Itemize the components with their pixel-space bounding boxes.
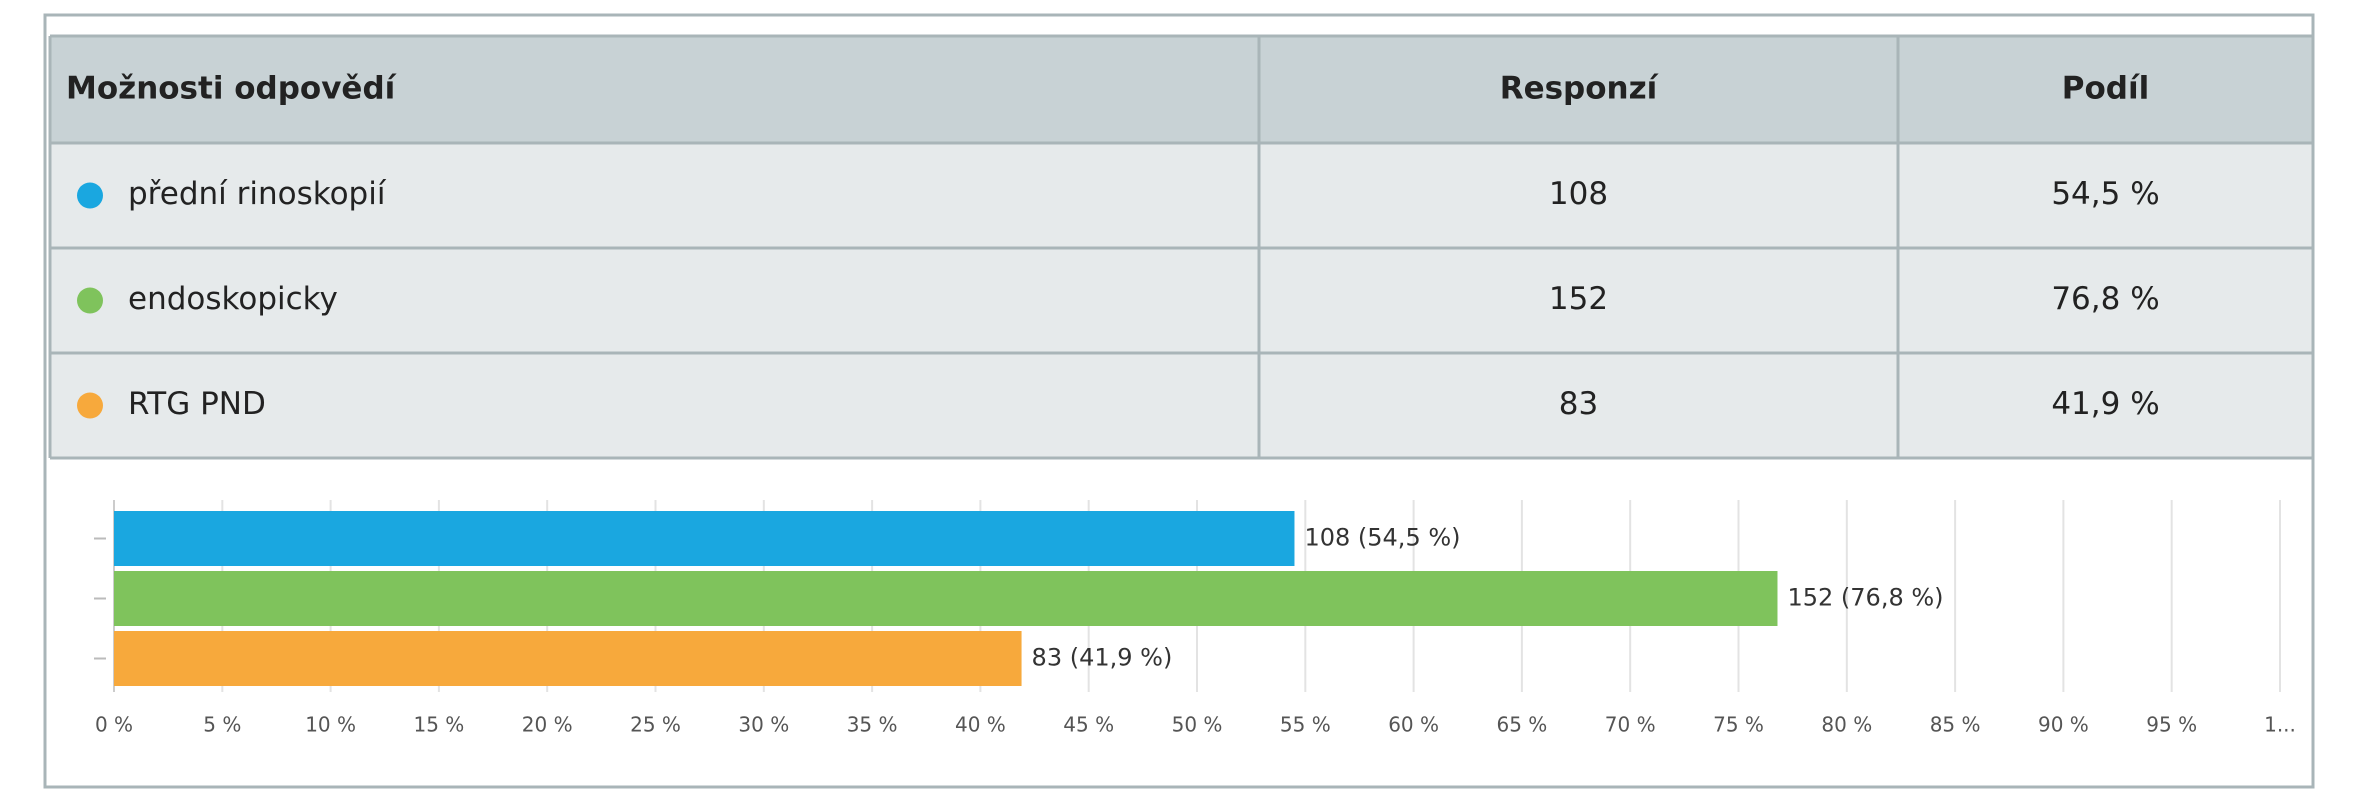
x-tick-label: 0 %	[95, 713, 133, 737]
column-header: Podíl	[2062, 71, 2149, 107]
cell: 83	[1559, 386, 1598, 422]
cell: přední rinoskopií	[128, 176, 387, 212]
cell: 41,9 %	[2051, 386, 2159, 422]
row	[50, 248, 2313, 353]
bar	[114, 571, 1778, 626]
x-tick-label: 50 %	[1172, 713, 1223, 737]
value-label: 108 (54,5 %)	[1304, 524, 1460, 552]
x-tick-label: 1...	[2264, 713, 2296, 737]
cell: RTG PND	[128, 386, 266, 422]
x-tick-label: 60 %	[1388, 713, 1439, 737]
header-row	[50, 36, 2313, 143]
value-label: 83 (41,9 %)	[1032, 644, 1173, 672]
x-tick-label: 55 %	[1280, 713, 1331, 737]
column-header: Možnosti odpovědí	[66, 71, 397, 107]
x-tick-label: 90 %	[2038, 713, 2089, 737]
cell: 108	[1549, 176, 1608, 212]
x-tick-label: 15 %	[413, 713, 464, 737]
column-header: Responzí	[1500, 71, 1659, 107]
x-tick-label: 30 %	[738, 713, 789, 737]
x-tick-label: 40 %	[955, 713, 1006, 737]
bar	[114, 631, 1022, 686]
cell: endoskopicky	[128, 281, 338, 317]
x-tick-label: 5 %	[203, 713, 241, 737]
x-tick-label: 35 %	[847, 713, 898, 737]
cell: 76,8 %	[2051, 281, 2159, 317]
x-tick-label: 65 %	[1496, 713, 1547, 737]
x-tick-label: 75 %	[1713, 713, 1764, 737]
cell: 54,5 %	[2051, 176, 2159, 212]
x-tick-label: 95 %	[2146, 713, 2197, 737]
x-tick-label: 45 %	[1063, 713, 1114, 737]
row	[50, 353, 2313, 458]
x-tick-label: 20 %	[522, 713, 573, 737]
x-tick-label: 25 %	[630, 713, 681, 737]
row	[50, 143, 2313, 248]
legend-dot	[77, 182, 103, 209]
legend-dot	[77, 287, 103, 314]
legend-dot	[77, 392, 103, 419]
x-tick-label: 80 %	[1821, 713, 1872, 737]
x-tick-label: 10 %	[305, 713, 356, 737]
x-tick-label: 70 %	[1605, 713, 1656, 737]
cell: 152	[1549, 281, 1608, 317]
bar	[114, 511, 1295, 566]
value-label: 152 (76,8 %)	[1787, 584, 1943, 612]
x-tick-label: 85 %	[1930, 713, 1981, 737]
